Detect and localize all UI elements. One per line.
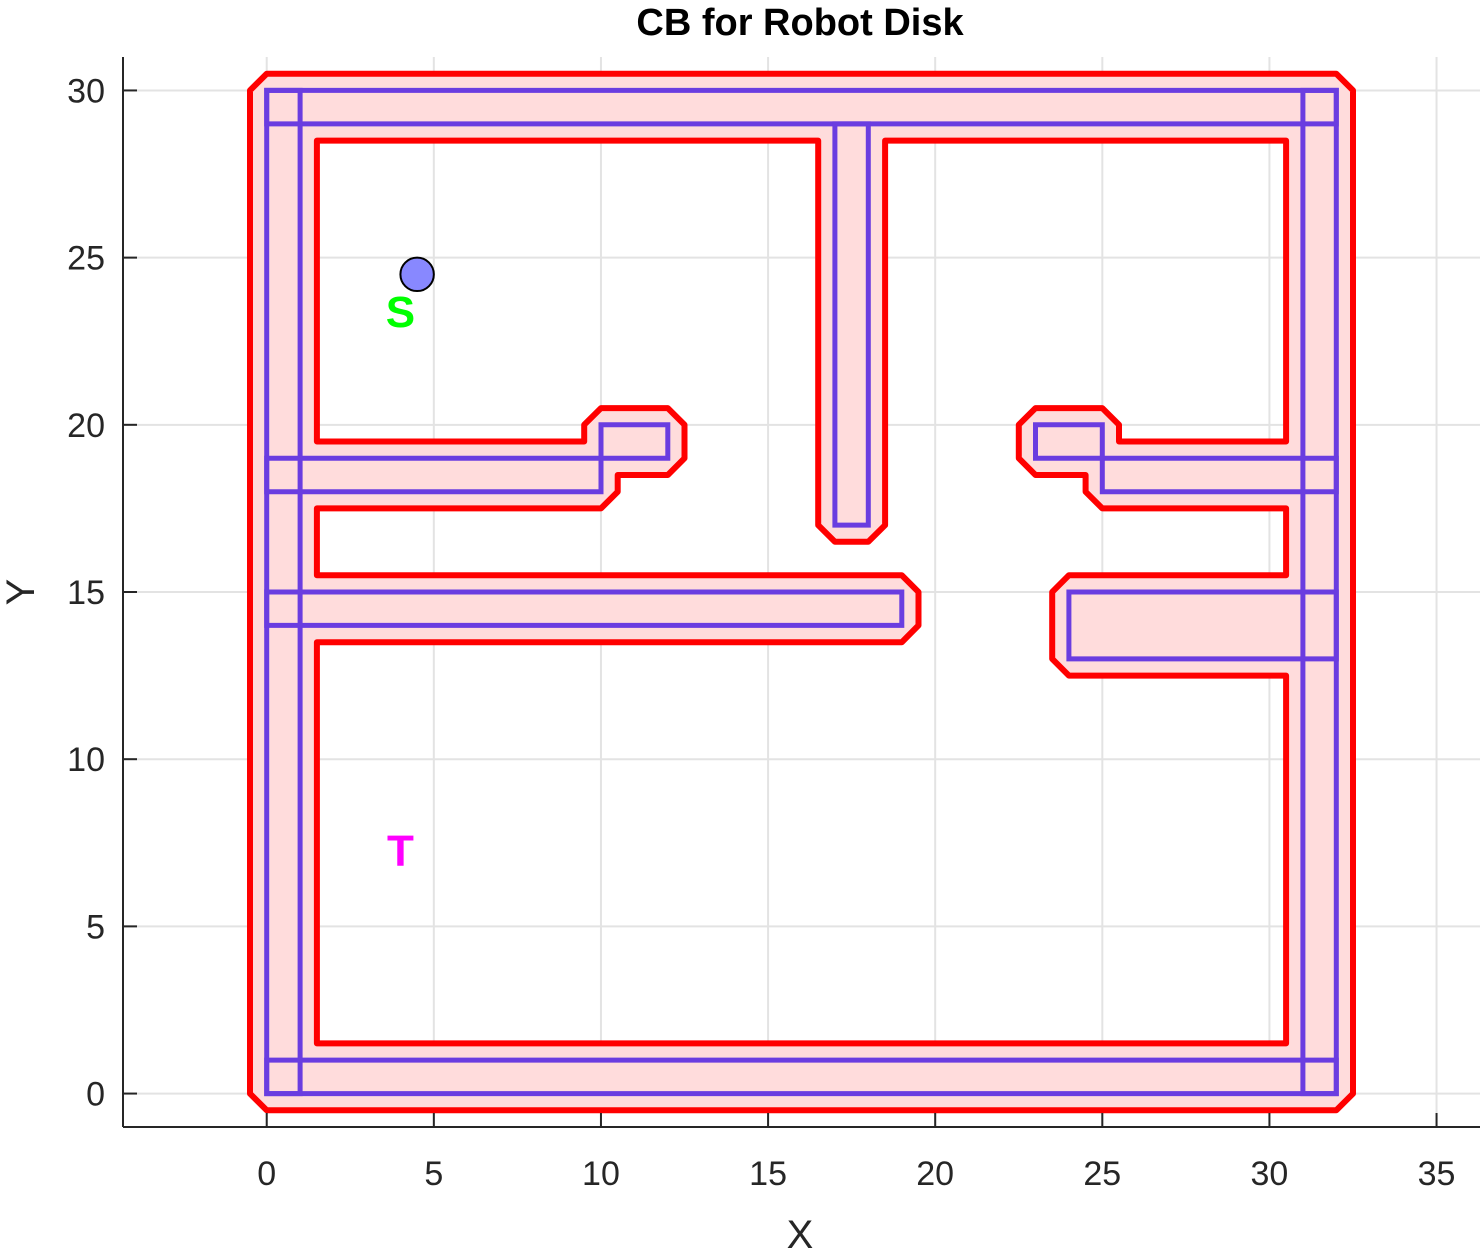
x-tick-label: 30	[1251, 1155, 1289, 1193]
x-tick-label: 25	[1083, 1155, 1121, 1193]
start-label: S	[386, 288, 415, 337]
x-tick-label: 0	[257, 1155, 276, 1193]
x-tick-label: 35	[1418, 1155, 1456, 1193]
obstacle-polygon	[264, 87, 303, 1097]
x-tick-label: 10	[582, 1155, 620, 1193]
x-axis-title: X	[787, 1213, 814, 1250]
obstacle-polygon	[1099, 455, 1339, 495]
axes: 0 5 10 15 20 25 30 35 0 5 10 15 20 25 30	[67, 57, 1480, 1193]
x-tick-label: 5	[424, 1155, 443, 1193]
y-tick-label: 0	[86, 1076, 105, 1114]
target-label: T	[387, 826, 414, 875]
y-axis-title: Y	[0, 579, 43, 606]
obstacle-polygon	[1300, 87, 1339, 1097]
y-tick-label: 5	[86, 908, 105, 946]
chart-title: CB for Robot Disk	[636, 2, 964, 44]
y-tick-label: 25	[67, 240, 105, 278]
workspace-obstacles	[264, 87, 1339, 1097]
obstacle-polygon	[832, 121, 871, 528]
x-tick-label: 20	[916, 1155, 954, 1193]
robot-disk	[399, 256, 435, 293]
obstacle-polygon	[1066, 589, 1339, 662]
y-tick-label: 15	[67, 574, 105, 612]
y-tick-label: 30	[67, 72, 105, 110]
obstacle-polygon	[264, 589, 905, 628]
markers: ST	[386, 256, 435, 875]
obstacle-polygon	[1033, 422, 1105, 461]
x-tick-label: 15	[749, 1155, 787, 1193]
y-tick-label: 20	[67, 407, 105, 445]
y-tick-label: 10	[67, 741, 105, 779]
obstacle-polygon	[598, 422, 671, 492]
